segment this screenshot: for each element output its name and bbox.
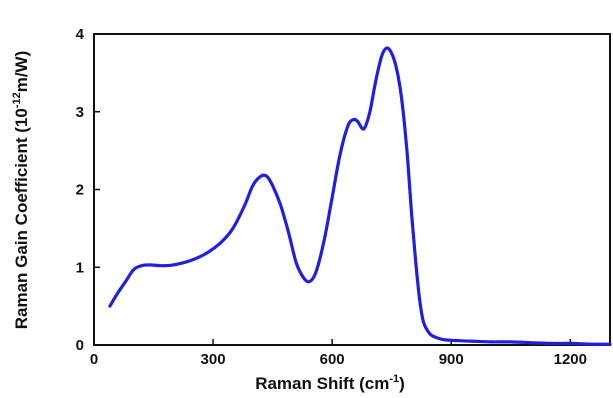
x-tick-label: 900 — [439, 351, 464, 368]
x-tick-label: 600 — [320, 351, 345, 368]
raman-gain-series-line — [108, 46, 612, 346]
x-tick-label: 1200 — [554, 351, 587, 368]
x-axis: 0 300 600 900 1200 — [90, 339, 587, 368]
y-axis: 0 1 2 3 4 — [76, 26, 100, 354]
y-tick-label: 4 — [76, 26, 85, 43]
y-tick-label: 3 — [76, 104, 84, 121]
x-axis-title: Raman Shift (cm-1) — [255, 373, 405, 393]
x-tick-label: 0 — [90, 351, 98, 368]
y-tick-label: 2 — [76, 182, 84, 199]
plot-area — [93, 33, 611, 346]
y-tick-label: 1 — [76, 259, 84, 276]
series-layer — [108, 46, 612, 346]
y-axis-title: Raman Gain Coefficient (10-12m/W) — [11, 51, 31, 330]
plot-frame — [93, 33, 611, 346]
y-tick-label: 0 — [76, 337, 84, 354]
x-tick-label: 300 — [201, 351, 226, 368]
